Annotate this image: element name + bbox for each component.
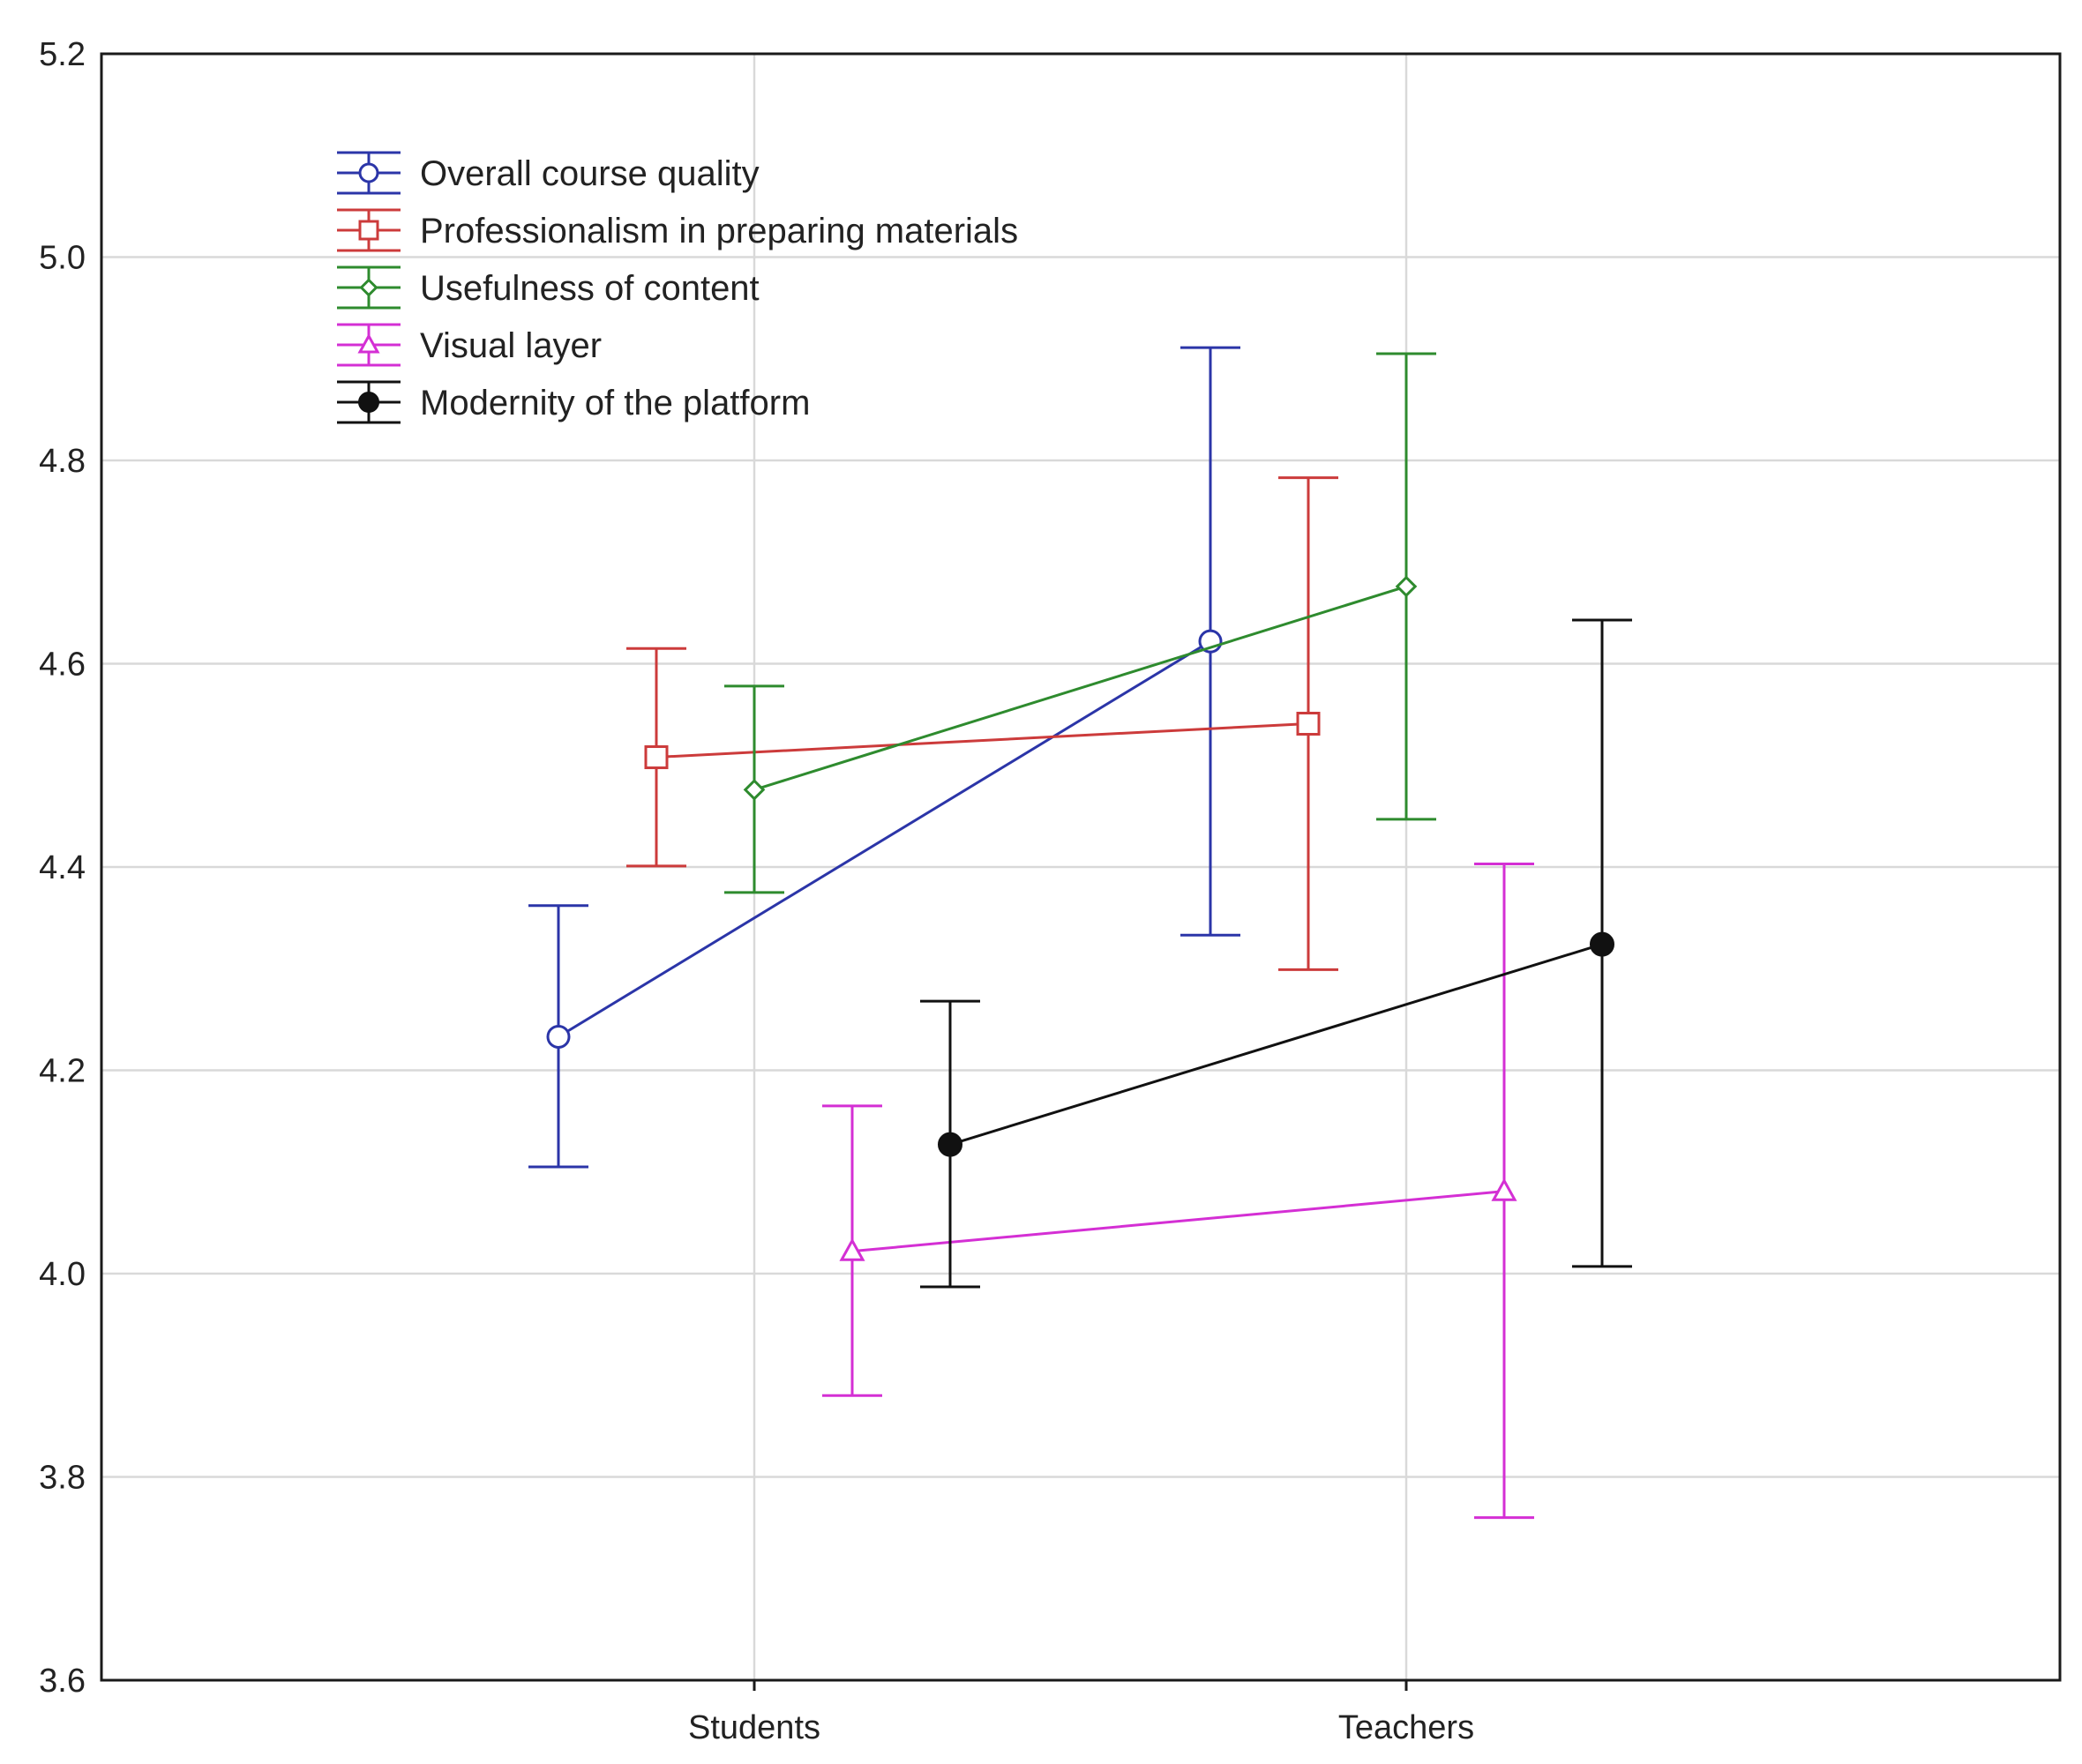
legend-marker xyxy=(359,278,378,297)
series-line xyxy=(753,585,1407,791)
series-2 xyxy=(724,352,1436,894)
series-line xyxy=(851,1190,1505,1253)
x-category-label: Teachers xyxy=(1338,1709,1474,1746)
y-tick-label: 4.4 xyxy=(39,849,86,886)
grid-layer xyxy=(101,54,2060,1680)
legend-marker xyxy=(358,162,379,183)
legend-item: Modernity of the platform xyxy=(337,380,810,424)
legend-marker xyxy=(358,220,379,241)
legend-item: Usefulness of content xyxy=(337,265,760,310)
series-0 xyxy=(528,346,1240,1169)
series-line xyxy=(655,721,1309,759)
data-point xyxy=(938,1132,962,1157)
data-point xyxy=(644,745,669,770)
data-point xyxy=(839,1237,865,1261)
series-line xyxy=(558,639,1211,1038)
x-category-label: Students xyxy=(688,1709,820,1746)
legend-marker xyxy=(357,333,380,354)
x-axis-categories: Students Teachers xyxy=(688,1680,1474,1746)
data-point xyxy=(1395,575,1418,598)
legend-marker xyxy=(358,392,379,413)
legend-label: Overall course quality xyxy=(420,154,760,193)
data-point xyxy=(1296,711,1321,736)
y-tick-label: 4.2 xyxy=(39,1053,86,1090)
legend-item: Professionalism in preparing materials xyxy=(337,208,1018,252)
y-axis-ticks: 3.6 3.8 4.0 4.2 4.4 4.6 4.8 5.0 5.2 xyxy=(39,36,86,1700)
data-point xyxy=(743,779,766,801)
series-line xyxy=(949,943,1603,1147)
y-tick-label: 4.0 xyxy=(39,1256,86,1293)
data-point xyxy=(1491,1177,1517,1201)
legend-label: Visual layer xyxy=(420,326,602,365)
legend-label: Modernity of the platform xyxy=(420,384,810,422)
data-point xyxy=(546,1024,571,1049)
y-tick-label: 5.2 xyxy=(39,36,86,73)
legend-item: Overall course quality xyxy=(337,151,760,195)
y-tick-label: 4.8 xyxy=(39,443,86,480)
series-1 xyxy=(626,476,1338,971)
legend: Overall course quality Professionalism in… xyxy=(337,151,1018,424)
legend-label: Usefulness of content xyxy=(420,269,760,308)
series-layer xyxy=(528,346,1632,1520)
series-4 xyxy=(920,618,1632,1289)
series-3 xyxy=(822,863,1534,1520)
data-point xyxy=(1590,931,1614,957)
y-tick-label: 4.6 xyxy=(39,647,86,684)
legend-item: Visual layer xyxy=(337,323,602,367)
legend-label: Professionalism in preparing materials xyxy=(420,212,1018,250)
y-tick-label: 3.6 xyxy=(39,1663,86,1700)
y-tick-label: 5.0 xyxy=(39,240,86,277)
y-tick-label: 3.8 xyxy=(39,1460,86,1497)
plot-frame xyxy=(100,52,2062,1682)
